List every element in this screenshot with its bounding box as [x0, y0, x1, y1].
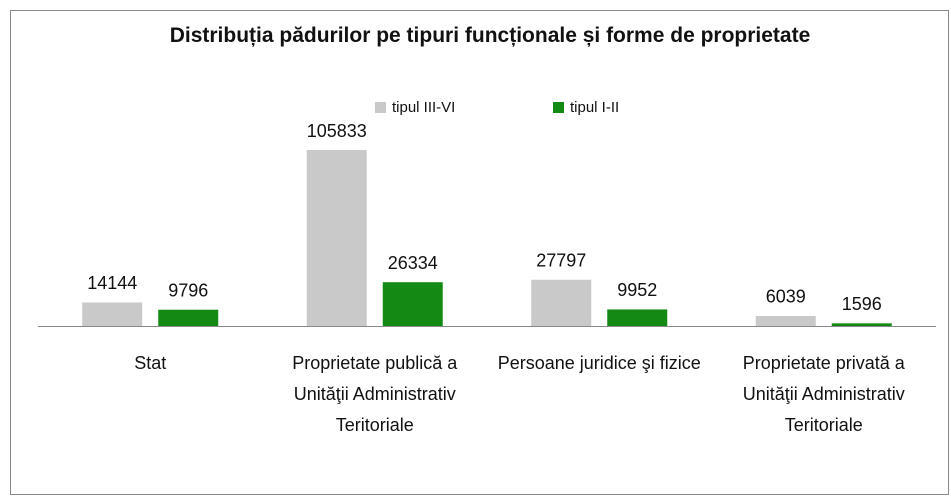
value-label: 9952	[617, 280, 657, 300]
value-label: 6039	[766, 287, 806, 307]
legend-label: tipul I-II	[570, 99, 619, 116]
value-label: 14144	[87, 273, 137, 293]
x-tick-label: Stat	[134, 353, 167, 373]
legend-swatch	[375, 102, 386, 113]
bar	[607, 309, 668, 326]
bar	[755, 315, 816, 326]
legend-label: tipul III-VI	[392, 99, 455, 116]
bar	[306, 150, 367, 326]
bar	[158, 309, 219, 326]
chart-title: Distribuția pădurilor pe tipuri funcțion…	[169, 24, 811, 47]
value-label: 1596	[842, 294, 882, 314]
value-label: 9796	[168, 280, 208, 300]
value-label: 26334	[388, 253, 438, 273]
value-label: 27797	[536, 251, 586, 271]
x-tick-label: Persoane juridice şi fizice	[497, 353, 701, 373]
bar	[831, 323, 892, 326]
x-tick-label: Proprietate publică a Unităţii Administr…	[292, 353, 458, 435]
value-label: 105833	[307, 121, 367, 141]
chart-frame	[10, 10, 949, 495]
x-tick-label: Proprietate privată a Unităţii Administr…	[742, 353, 905, 435]
legend-swatch	[553, 102, 564, 113]
bar	[531, 279, 592, 326]
bar	[82, 302, 143, 326]
bar	[382, 282, 443, 326]
